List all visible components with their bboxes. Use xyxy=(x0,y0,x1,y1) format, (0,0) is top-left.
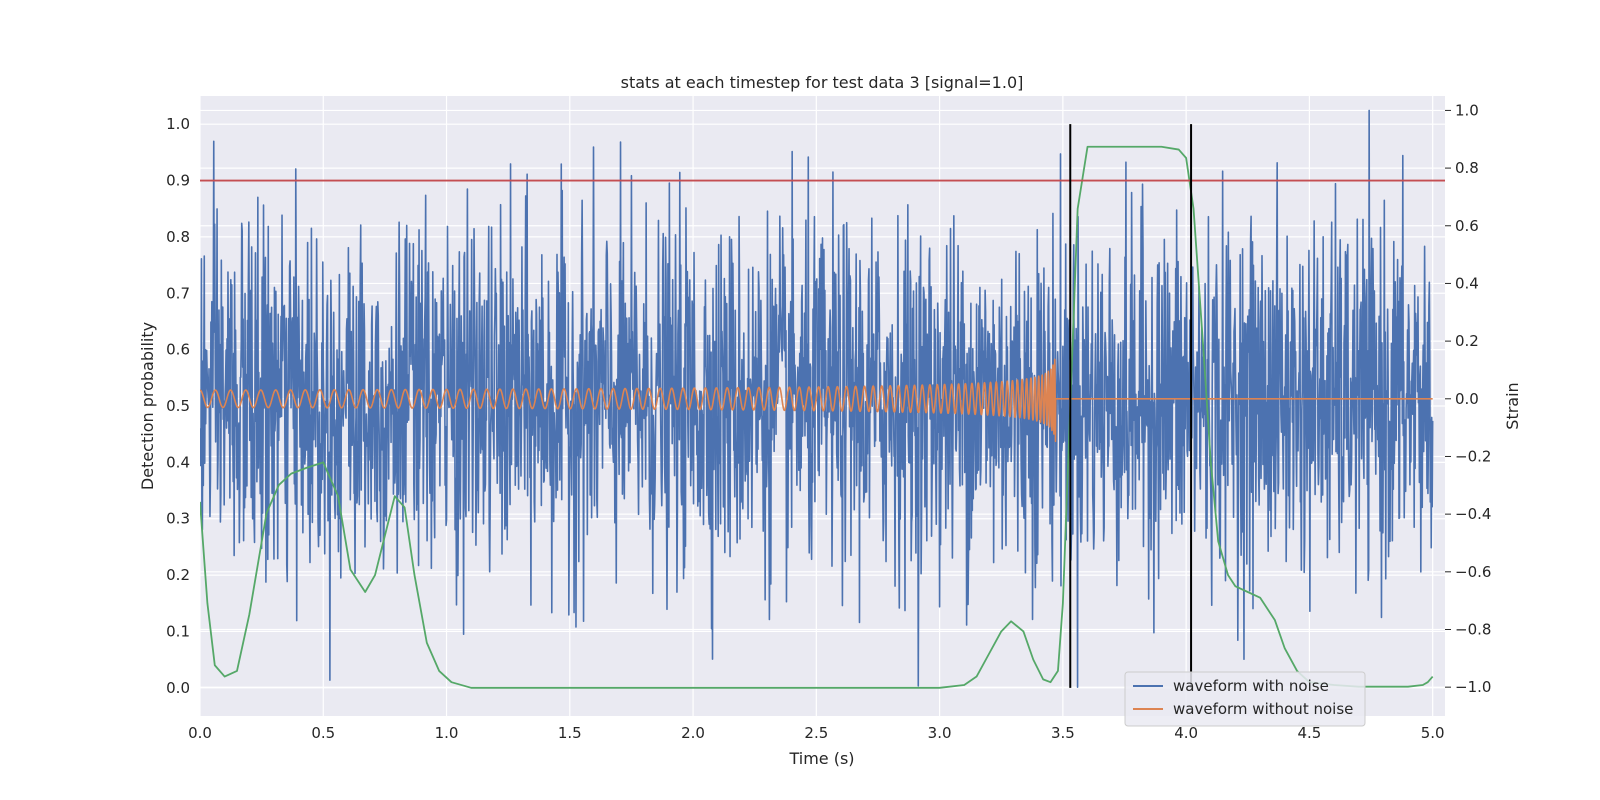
y-tick-label-right: −0.8 xyxy=(1455,620,1491,638)
y-tick-label: 0.6 xyxy=(166,341,190,359)
y-tick-label-right: 0.2 xyxy=(1455,332,1479,350)
y-tick-label-right: −1.0 xyxy=(1455,678,1491,696)
legend: waveform with noise waveform without noi… xyxy=(1124,671,1366,727)
y-tick-label-right: 0.4 xyxy=(1455,274,1479,292)
x-tick-label: 2.0 xyxy=(681,724,705,742)
x-tick-label: 4.0 xyxy=(1174,724,1198,742)
y-tick-label-right: 1.0 xyxy=(1455,101,1479,119)
series-waveform-with-noise xyxy=(200,109,1434,688)
y-tick-label: 0.2 xyxy=(166,566,190,584)
series-layer xyxy=(200,109,1445,689)
y-tick-label: 0.5 xyxy=(166,397,190,415)
x-tick-label: 3.0 xyxy=(928,724,952,742)
y-axis-label-left: Detection probability xyxy=(138,322,157,490)
y-tick-label: 0.3 xyxy=(166,510,190,528)
y-tick-label-right: −0.2 xyxy=(1455,447,1491,465)
y-tick-label: 0.1 xyxy=(166,622,190,640)
x-tick-label: 3.5 xyxy=(1051,724,1075,742)
chart-title: stats at each timestep for test data 3 [… xyxy=(621,73,1024,92)
x-tick-label: 0.0 xyxy=(188,724,212,742)
y-tick-label-right: −0.4 xyxy=(1455,505,1491,523)
y-axis-label-right: Strain xyxy=(1503,382,1522,429)
series-waveform-without-noise xyxy=(200,358,1434,443)
legend-label-noise: waveform with noise xyxy=(1173,677,1329,695)
x-tick-label: 5.0 xyxy=(1421,724,1445,742)
y-tick-label: 0.7 xyxy=(166,284,190,302)
series-detection-probability xyxy=(200,145,1434,689)
x-axis-label: Time (s) xyxy=(788,749,854,768)
y-tick-label-right: 0.6 xyxy=(1455,217,1479,235)
y-tick-label-right: −0.6 xyxy=(1455,563,1491,581)
y-tick-labels-right: −1.0 −0.8 −0.6 −0.4 −0.2 0.0 0.2 0.4 0.6 0.8 1.0 xyxy=(1445,101,1491,696)
y-tick-label-right: 0.8 xyxy=(1455,159,1479,177)
x-tick-label: 1.0 xyxy=(435,724,459,742)
y-tick-label: 0.0 xyxy=(166,679,190,697)
y-tick-label: 1.0 xyxy=(166,115,190,133)
y-tick-label: 0.4 xyxy=(166,453,190,471)
y-tick-label: 0.9 xyxy=(166,172,190,190)
x-tick-label: 4.5 xyxy=(1297,724,1321,742)
y-tick-label: 0.8 xyxy=(166,228,190,246)
y-tick-label-right: 0.0 xyxy=(1455,390,1479,408)
x-tick-labels: 0.0 0.5 1.0 1.5 2.0 2.5 3.0 3.5 4.0 4.5 5.0 xyxy=(188,724,1445,742)
y-tick-labels-left: 0.0 0.1 0.2 0.3 0.4 0.5 0.6 0.7 0.8 0.9 1.0 xyxy=(166,115,190,697)
legend-label-clean: waveform without noise xyxy=(1173,700,1353,718)
x-tick-label: 0.5 xyxy=(311,724,335,742)
legend-box xyxy=(1124,671,1366,727)
x-tick-label: 2.5 xyxy=(804,724,828,742)
x-tick-label: 1.5 xyxy=(558,724,582,742)
